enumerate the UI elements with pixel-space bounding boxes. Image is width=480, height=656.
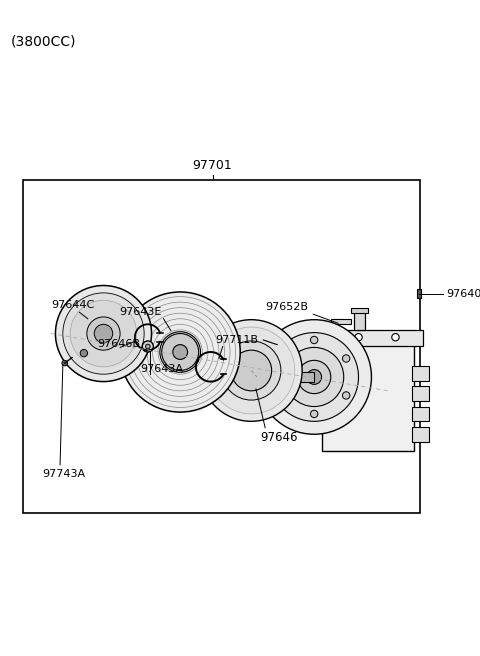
Text: 97711B: 97711B — [216, 335, 258, 344]
Bar — [412, 427, 429, 441]
Circle shape — [257, 319, 372, 434]
Circle shape — [311, 410, 318, 418]
Circle shape — [298, 360, 331, 394]
Circle shape — [162, 333, 199, 371]
Text: 97644C: 97644C — [51, 300, 94, 310]
Circle shape — [173, 344, 188, 359]
Circle shape — [307, 369, 322, 384]
Text: (3800CC): (3800CC) — [11, 34, 77, 48]
Bar — [23, 180, 420, 513]
Bar — [412, 366, 429, 380]
Circle shape — [55, 285, 152, 382]
Circle shape — [142, 341, 154, 352]
Circle shape — [342, 355, 350, 362]
Text: 97643A: 97643A — [141, 364, 183, 374]
Bar — [417, 289, 421, 298]
Circle shape — [70, 300, 137, 367]
Circle shape — [222, 341, 281, 400]
Circle shape — [62, 360, 68, 366]
Text: 97646: 97646 — [261, 430, 298, 443]
Circle shape — [94, 324, 113, 343]
Circle shape — [63, 293, 144, 374]
Circle shape — [160, 332, 201, 373]
Bar — [312, 330, 423, 346]
Circle shape — [201, 319, 302, 421]
Bar — [412, 407, 429, 421]
Circle shape — [311, 337, 318, 344]
Circle shape — [278, 355, 286, 362]
Circle shape — [278, 392, 286, 399]
Circle shape — [342, 392, 350, 399]
Bar — [354, 312, 365, 330]
Circle shape — [145, 344, 150, 349]
Circle shape — [80, 350, 87, 357]
Circle shape — [392, 333, 399, 341]
Circle shape — [120, 292, 240, 412]
Circle shape — [231, 350, 272, 391]
Circle shape — [318, 333, 325, 341]
Text: 97701: 97701 — [192, 159, 232, 172]
Text: 97652B: 97652B — [265, 302, 309, 312]
Circle shape — [87, 317, 120, 350]
Text: 97646B: 97646B — [97, 339, 140, 349]
Bar — [331, 319, 351, 324]
Text: 97743A: 97743A — [43, 470, 85, 480]
Text: 97643E: 97643E — [120, 307, 162, 317]
Circle shape — [270, 333, 359, 421]
Text: 97640: 97640 — [446, 289, 480, 299]
Bar — [287, 373, 314, 382]
Bar — [322, 344, 414, 451]
Circle shape — [208, 327, 295, 414]
Circle shape — [285, 348, 344, 407]
Circle shape — [355, 333, 362, 341]
Bar — [412, 386, 429, 401]
Bar — [351, 308, 368, 313]
Bar — [259, 337, 270, 344]
